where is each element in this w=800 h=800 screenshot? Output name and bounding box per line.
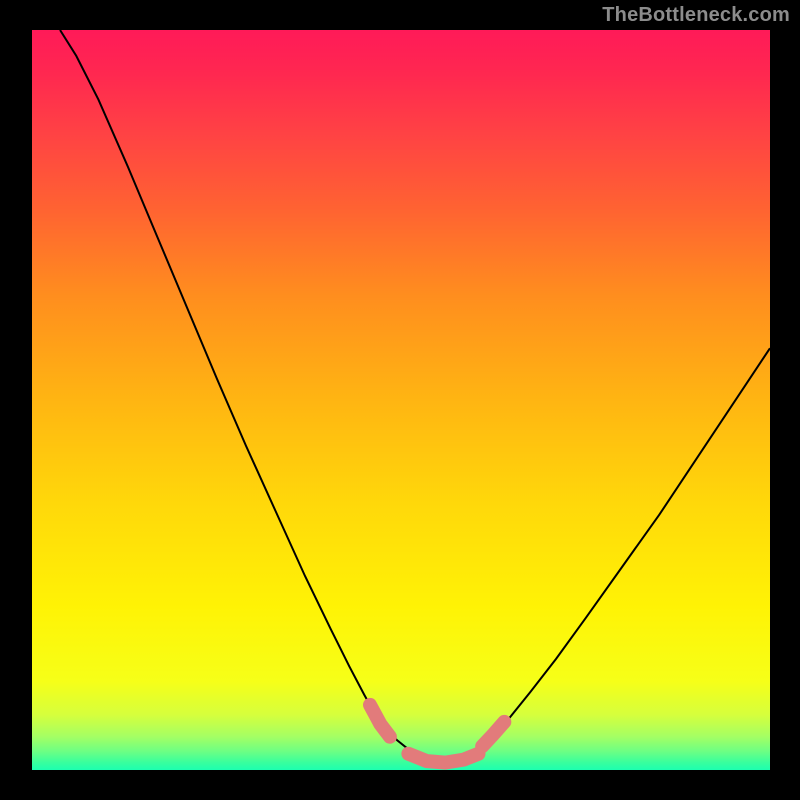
watermark-label: TheBottleneck.com xyxy=(602,4,790,27)
gradient-background xyxy=(32,30,770,770)
bottleneck-plot xyxy=(0,0,800,800)
chart-stage: TheBottleneck.com xyxy=(0,0,800,800)
